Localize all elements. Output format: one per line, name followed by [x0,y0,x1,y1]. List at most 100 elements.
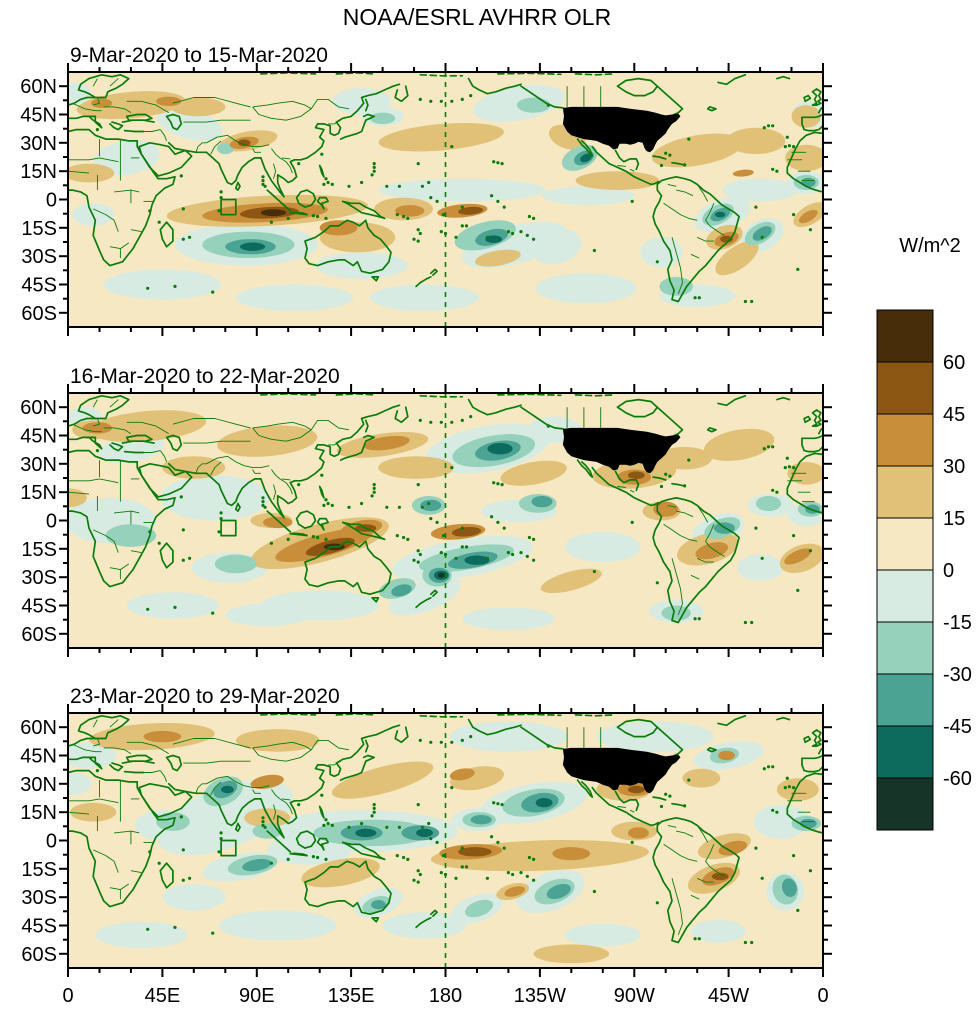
island-dot [490,835,494,839]
anomaly-blob-c4 [416,828,433,838]
country-border [183,440,251,444]
country-border [206,455,270,469]
island-dot [519,871,523,875]
arctic-coast-dashed [419,714,464,718]
island-dot [347,505,351,509]
country-border [172,738,251,749]
anomaly-blob-c3 [371,900,386,910]
island-dot [418,552,422,557]
lat-tick-label: 30S [21,246,57,268]
anomaly-blob-w2 [449,768,475,781]
island-dot [754,846,758,850]
coastline [415,917,432,929]
island-dot [771,765,775,769]
anomaly-blob-w3 [627,471,645,479]
colorbar-tick-label: -60 [943,768,972,790]
country-border [671,237,683,295]
island-dot [181,207,185,211]
lat-tick-label: 15N [20,802,57,824]
coastline [591,786,660,827]
coastline [717,714,747,727]
island-dot [427,180,431,185]
country-border [93,97,100,106]
island-dot [219,511,223,515]
country-border [72,102,85,110]
island-dot [766,765,771,769]
island-dot [157,861,161,865]
coastline [576,779,594,798]
island-dot [322,182,326,186]
anomaly-blob-w1 [651,133,743,168]
coastline [318,164,325,178]
coastline [652,496,740,624]
island-dot [500,803,504,807]
island-dot [435,520,439,524]
country-border [68,491,90,495]
island-dot [697,296,701,300]
anomaly-blob-c4 [464,555,490,565]
country-border [281,157,291,160]
island-dot [683,163,687,167]
coastline [467,718,522,736]
lat-tick-label: 60S [21,944,57,966]
country-border [172,97,251,108]
island-dot [427,501,431,506]
island-dot [148,850,152,854]
island-dot [460,418,464,422]
country-border [99,478,119,484]
anomaly-blob-c2 [516,97,551,113]
island-dot [181,528,185,532]
island-dot [412,558,416,562]
coastline [234,822,241,832]
figure-title: NOAA/ESRL AVHRR OLR [343,4,611,30]
island-dot [511,872,515,877]
island-dot [211,611,215,615]
coastline [801,754,823,760]
colorbar-segment [876,517,934,571]
anomaly-blob-c3 [420,499,442,512]
coastline [614,149,640,171]
lon-tick-label: 0 [817,985,828,1007]
anomaly-blob-w3 [451,526,482,537]
anomaly-blob-c1 [219,910,337,941]
island-dot [297,483,301,487]
island-dot [783,786,787,790]
colorbar-segment [876,621,934,675]
island-dot [370,814,374,818]
country-border [130,229,142,233]
country-border [273,163,277,179]
country-border [663,843,698,862]
island-dot [546,424,550,428]
island-dot [311,535,315,539]
coastline [652,155,667,160]
island-dot [630,199,634,203]
island-dot [95,769,99,773]
island-dot [664,472,668,476]
anomaly-blob-c2 [755,495,782,512]
anomaly-blob-w3 [458,847,492,857]
island-dot [429,99,433,103]
island-dot [324,857,328,861]
lat-tick-label: 45N [20,426,57,448]
coastline [289,211,308,216]
anomaly-blob-w1 [682,768,721,788]
coastline [125,754,153,763]
anomaly-blob-c1 [370,284,479,311]
island-dot [427,821,431,826]
coastline [801,116,823,132]
us-black-mask [562,427,681,474]
country-border [676,830,694,838]
coastline [138,462,193,498]
island-dot [668,153,672,157]
coastline [706,427,717,433]
country-border [667,504,677,508]
island-dot [532,878,536,882]
island-dot [771,488,775,492]
island-dot [416,560,420,564]
anomaly-blob-c1 [690,919,746,943]
colorbar: 60 45 30 15 0 -15 -30 -45 -60 [876,309,972,831]
country-border [113,861,119,873]
island-dot [179,815,183,819]
coastline [260,798,298,839]
coastline [293,724,401,802]
